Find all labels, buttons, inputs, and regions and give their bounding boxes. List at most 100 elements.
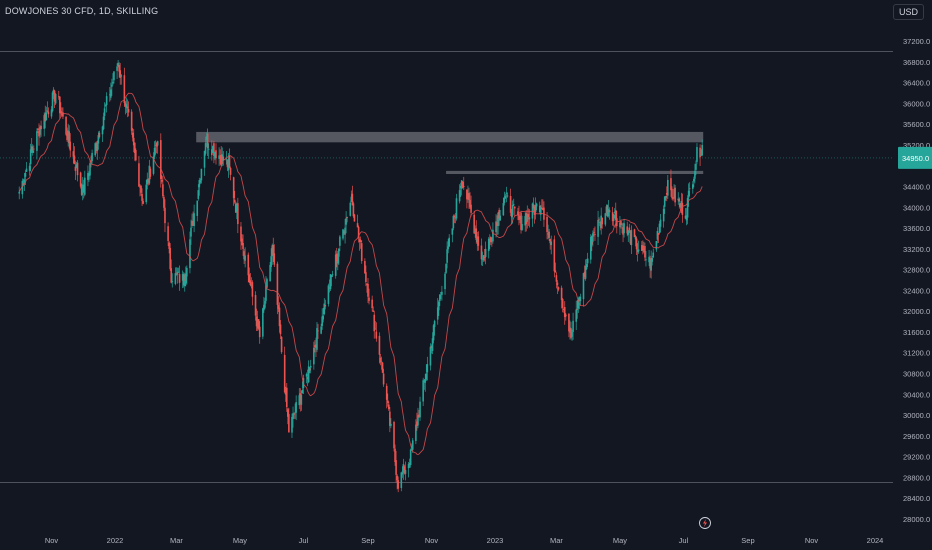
candle-body — [69, 141, 72, 151]
candle-body — [91, 152, 93, 162]
y-tick-label: 32800.0 — [903, 266, 930, 275]
candle-body — [31, 150, 34, 153]
candle-body — [568, 313, 570, 332]
candle-body — [278, 307, 281, 327]
candle-body — [371, 299, 373, 309]
candle-body — [540, 207, 542, 215]
x-tick-label: Sep — [361, 536, 374, 545]
candle-body — [518, 213, 520, 220]
candle-body — [133, 142, 136, 153]
candle-body — [423, 380, 426, 382]
candle-body — [700, 154, 702, 156]
y-tick-label: 30000.0 — [903, 411, 930, 420]
candle-body — [154, 144, 157, 146]
candle-body — [579, 296, 582, 302]
resistance-zone-1[interactable] — [446, 170, 704, 175]
y-tick-label: 28000.0 — [903, 515, 930, 524]
candle-body — [622, 227, 624, 235]
candle-body — [667, 179, 669, 196]
candle-body — [685, 215, 688, 221]
resistance-zone-0[interactable] — [196, 131, 704, 143]
candle-body — [492, 229, 494, 242]
y-tick-label: 29600.0 — [903, 432, 930, 441]
candle-body — [152, 156, 155, 174]
candle-body — [285, 387, 288, 408]
candle-body — [611, 212, 614, 222]
y-tick-label: 32400.0 — [903, 286, 930, 295]
y-tick-label: 28800.0 — [903, 473, 930, 482]
candle-body — [254, 295, 257, 316]
candle-body — [219, 156, 221, 158]
candle-body — [174, 273, 177, 284]
candle-body — [196, 200, 199, 216]
candle-body — [396, 475, 398, 481]
candle-body — [480, 245, 483, 260]
candle-body — [664, 196, 667, 198]
candle-body — [600, 215, 602, 229]
candle-body — [562, 308, 565, 310]
candle-body — [50, 109, 53, 117]
candle-body — [696, 147, 698, 162]
candle-body — [417, 415, 419, 426]
candle-body — [497, 212, 499, 227]
candle-body — [255, 316, 258, 327]
candle-body — [62, 112, 64, 117]
candle-body — [331, 274, 334, 276]
candle-body — [560, 287, 563, 300]
candle-body — [292, 413, 294, 419]
candle-body — [222, 156, 225, 161]
y-tick-label: 36400.0 — [903, 79, 930, 88]
candle-body — [593, 231, 595, 233]
candle-body — [614, 210, 617, 220]
tradingview-lightning-icon[interactable] — [699, 517, 711, 529]
candle-body — [145, 184, 148, 203]
candle-body — [386, 400, 389, 403]
candle-body — [535, 203, 538, 207]
candle-body — [655, 241, 658, 250]
candle-body — [299, 393, 302, 404]
candle-body — [672, 197, 674, 200]
candle-body — [411, 440, 414, 450]
candle-body — [476, 238, 479, 243]
current-price-badge — [898, 146, 932, 169]
candle-body — [572, 320, 574, 332]
candle-body — [663, 196, 666, 207]
candle-body — [242, 242, 244, 249]
chart-title: DOWJONES 30 CFD, 1D, SKILLING — [5, 6, 159, 16]
candle-body — [270, 256, 272, 267]
candle-body — [498, 209, 500, 219]
candle-body — [459, 186, 462, 189]
candle-body — [640, 245, 643, 251]
candle-body — [175, 273, 178, 275]
candle-body — [160, 140, 162, 180]
x-tick-label: 2023 — [487, 536, 504, 545]
candle-body — [123, 75, 126, 103]
candle-body — [466, 189, 468, 200]
moving-average-line — [18, 92, 703, 455]
candle-body — [404, 469, 407, 474]
currency-button[interactable]: USD — [892, 4, 924, 20]
candle-body — [284, 388, 287, 395]
candle-body — [425, 373, 428, 380]
candle-body — [598, 219, 600, 221]
candle-body — [513, 206, 516, 209]
candle-body — [79, 172, 82, 187]
y-tick-label: 35600.0 — [903, 120, 930, 129]
candle-body — [613, 211, 616, 214]
candle-body — [692, 184, 694, 189]
candle-body — [124, 102, 127, 107]
y-tick-label: 30400.0 — [903, 390, 930, 399]
candle-body — [693, 178, 695, 182]
candle-body — [199, 180, 202, 183]
candle-body — [155, 142, 158, 147]
candle-body — [542, 208, 544, 211]
candle-body — [140, 185, 142, 193]
candle-body — [649, 258, 651, 269]
candle-body — [266, 279, 268, 288]
candle-body — [671, 188, 673, 198]
candle-body — [429, 346, 432, 366]
candle-body — [334, 254, 337, 276]
candle-body — [163, 197, 165, 208]
candle-body — [351, 193, 354, 206]
